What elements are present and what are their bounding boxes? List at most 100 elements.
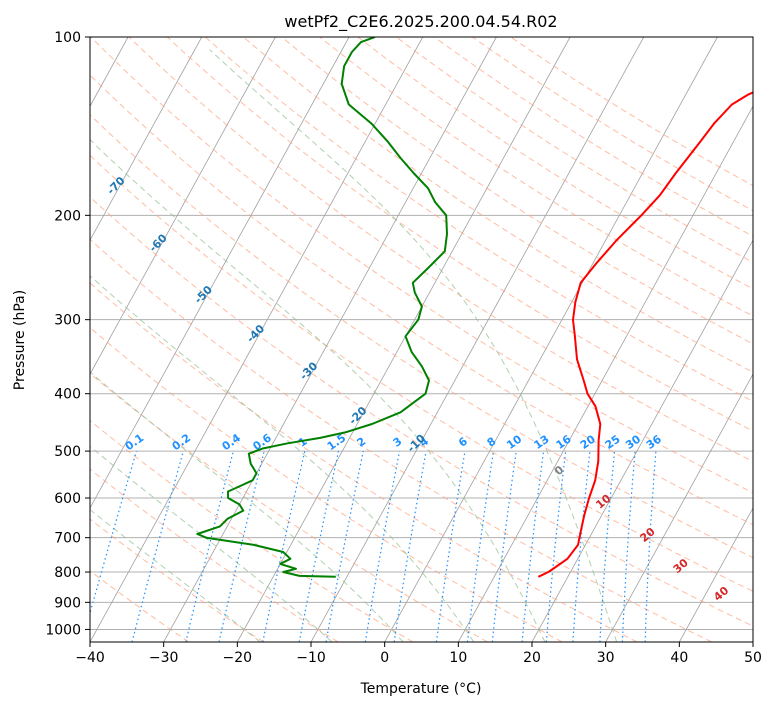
mixing-ratio-line	[644, 451, 657, 642]
x-tick-label: 20	[523, 650, 541, 666]
x-tick-label: 0	[380, 650, 389, 666]
dry-adiabat-label: -90	[9, 80, 32, 103]
chart-title: wetPf2_C2E6.2025.200.04.54.R02	[284, 12, 557, 32]
isotherm-line	[236, 37, 571, 642]
mixing-ratio-line	[185, 450, 234, 642]
isotherm-line	[678, 507, 753, 642]
mixing-ratio-line	[262, 450, 306, 642]
dry-adiabat-line	[90, 196, 753, 627]
mixing-ratio-line	[90, 450, 138, 615]
isotherm-line	[90, 37, 424, 642]
isotherm-line	[310, 37, 645, 642]
dry-adiabat-line	[90, 74, 753, 526]
mixing-ratio-line	[218, 450, 265, 642]
dry-adiabat-line	[243, 37, 753, 373]
dry-adiabat-line	[510, 37, 753, 187]
plot-area: 0.10.20.40.611.52346810131620253036-100-…	[9, 37, 753, 642]
isotherm-line	[531, 239, 753, 642]
dry-adiabat-line	[395, 37, 753, 263]
moist-adiabat-label: 10	[593, 492, 613, 512]
mixing-ratio-line	[364, 450, 401, 642]
x-tick-label: 10	[449, 650, 467, 666]
moist-adiabat-label: 20	[638, 525, 658, 545]
mixing-ratio-label: 30	[623, 432, 643, 452]
mixing-ratio-label: 3	[391, 435, 405, 450]
dry-adiabat-line	[128, 37, 753, 463]
y-axis: 100 200 300 400 500 600 700 800 900 1000	[45, 30, 90, 638]
mixing-ratio-line	[491, 451, 517, 642]
mixing-ratio-label: 25	[603, 433, 623, 452]
dry-adiabat-line	[281, 37, 753, 345]
y-tick-label: 100	[54, 30, 81, 46]
mixing-ratio-label: 0.4	[220, 431, 244, 453]
mixing-ratio-label: 8	[485, 435, 499, 450]
mixing-ratio-line	[621, 451, 636, 642]
isotherm-line	[457, 105, 753, 642]
x-tick-label: 40	[670, 650, 688, 666]
y-tick-label: 1000	[45, 622, 81, 638]
moist-adiabat-label: 40	[711, 584, 731, 604]
isotherm-line	[605, 373, 753, 642]
mixing-ratio-line	[393, 450, 427, 642]
mixing-ratio-label: 16	[554, 432, 574, 452]
isotherm-line	[163, 37, 497, 642]
mixing-ratio-line	[599, 451, 616, 642]
dry-adiabat-line	[90, 570, 190, 642]
moist-adiabat-line	[209, 49, 618, 642]
y-axis-label: Pressure (hPa)	[12, 290, 28, 390]
mixing-ratio-label: 2	[354, 435, 368, 450]
moist-adiabat-line	[90, 508, 261, 642]
moist-adiabat-line	[90, 138, 546, 642]
mixing-ratio-line	[572, 451, 591, 642]
isotherm-line	[90, 37, 350, 509]
temperature-profile-line	[537, 91, 753, 578]
moist-adiabat-label: 0	[552, 463, 566, 478]
mixing-ratio-label: 36	[644, 432, 664, 452]
mixing-ratio-line	[131, 450, 184, 642]
mixing-ratio-label: 0.6	[250, 431, 274, 453]
dry-adiabat-line	[90, 37, 753, 494]
isotherm-line	[90, 37, 203, 242]
dry-adiabat-line	[319, 37, 753, 317]
x-tick-label: −30	[149, 650, 179, 666]
x-tick-label: −20	[223, 650, 253, 666]
moist-adiabat-line	[90, 371, 404, 642]
y-tick-label: 300	[54, 313, 81, 329]
y-tick-label: 500	[54, 444, 81, 460]
mixing-ratio-line	[325, 450, 364, 642]
mixing-ratio-line	[298, 450, 340, 642]
isotherm-line	[90, 37, 276, 375]
dry-adiabat-line	[434, 37, 753, 237]
mixing-ratio-line	[521, 451, 545, 642]
dry-adiabat-line	[90, 114, 753, 559]
dry-adiabat-line	[90, 419, 414, 642]
dry-adiabat-line	[90, 372, 488, 642]
dewpoint-profile-line	[196, 37, 448, 578]
dry-adiabat-line	[357, 37, 753, 290]
x-axis-label: Temperature (°C)	[360, 681, 482, 697]
dry-adiabat-line	[90, 154, 753, 592]
x-axis: −40 −30 −20 −10 0 10 20 30 40 50	[75, 642, 762, 666]
y-tick-label: 900	[54, 595, 81, 611]
mixing-ratio-line	[435, 451, 466, 642]
x-tick-label: −10	[296, 650, 326, 666]
y-tick-label: 200	[54, 208, 81, 224]
mixing-ratio-label: 0.2	[170, 431, 193, 453]
isotherm-line	[384, 37, 718, 642]
dry-adiabat-line	[204, 37, 753, 402]
y-tick-label: 700	[54, 531, 81, 547]
dry-adiabat-line	[90, 326, 563, 642]
mixing-ratio-line	[466, 451, 495, 642]
dry-adiabat-line	[90, 282, 638, 642]
mixing-ratio-label: 10	[504, 432, 524, 452]
y-tick-label: 600	[54, 491, 81, 507]
y-tick-label: 400	[54, 387, 81, 403]
x-tick-label: 30	[597, 650, 615, 666]
moist-adiabat-line	[90, 445, 333, 642]
mixing-ratio-line	[545, 451, 567, 642]
mixing-ratio-label: 6	[456, 435, 470, 450]
x-tick-label: 50	[744, 650, 762, 666]
dry-adiabat-line	[472, 37, 753, 212]
isotherm-line	[752, 641, 753, 642]
